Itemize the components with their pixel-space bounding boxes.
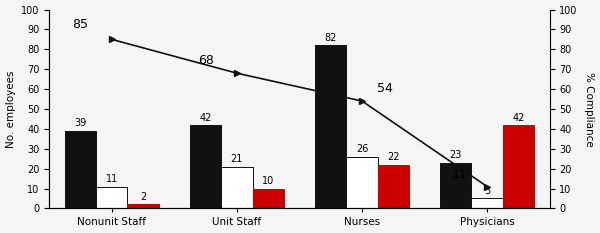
Text: 21: 21: [230, 154, 243, 164]
Bar: [377, 165, 409, 208]
Text: 2: 2: [140, 192, 146, 202]
Text: 26: 26: [356, 144, 368, 154]
Text: 82: 82: [325, 33, 337, 43]
Text: 42: 42: [199, 113, 212, 123]
Bar: [253, 188, 284, 208]
Bar: [65, 131, 96, 208]
Bar: [127, 204, 158, 208]
Text: 85: 85: [73, 18, 88, 31]
Text: 11: 11: [452, 168, 467, 181]
Text: 42: 42: [512, 113, 524, 123]
Y-axis label: No. employees: No. employees: [5, 70, 16, 148]
Y-axis label: % Compliance: % Compliance: [584, 72, 595, 146]
Text: 11: 11: [106, 174, 118, 184]
Bar: [190, 125, 221, 208]
Text: 22: 22: [387, 152, 400, 162]
Bar: [96, 187, 127, 208]
Bar: [472, 199, 503, 208]
Text: 68: 68: [197, 54, 214, 67]
Text: 10: 10: [262, 176, 274, 186]
Text: 54: 54: [377, 82, 392, 95]
Text: 23: 23: [449, 150, 462, 160]
Bar: [221, 167, 253, 208]
Bar: [315, 45, 346, 208]
Text: 39: 39: [74, 118, 86, 128]
Text: 5: 5: [484, 186, 490, 196]
Bar: [503, 125, 534, 208]
Bar: [346, 157, 377, 208]
Bar: [440, 163, 472, 208]
